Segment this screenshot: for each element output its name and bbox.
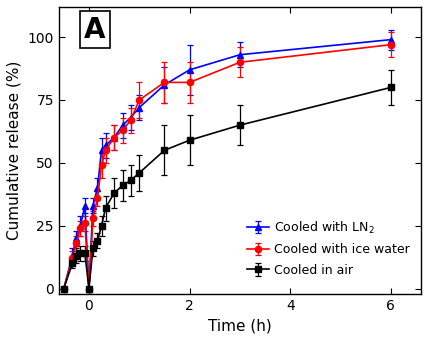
Text: A: A (84, 16, 106, 44)
Legend: Cooled with LN$_2$, Cooled with ice water, Cooled in air: Cooled with LN$_2$, Cooled with ice wate… (241, 215, 415, 282)
Y-axis label: Cumulative release (%): Cumulative release (%) (7, 61, 22, 240)
X-axis label: Time (h): Time (h) (208, 318, 272, 333)
